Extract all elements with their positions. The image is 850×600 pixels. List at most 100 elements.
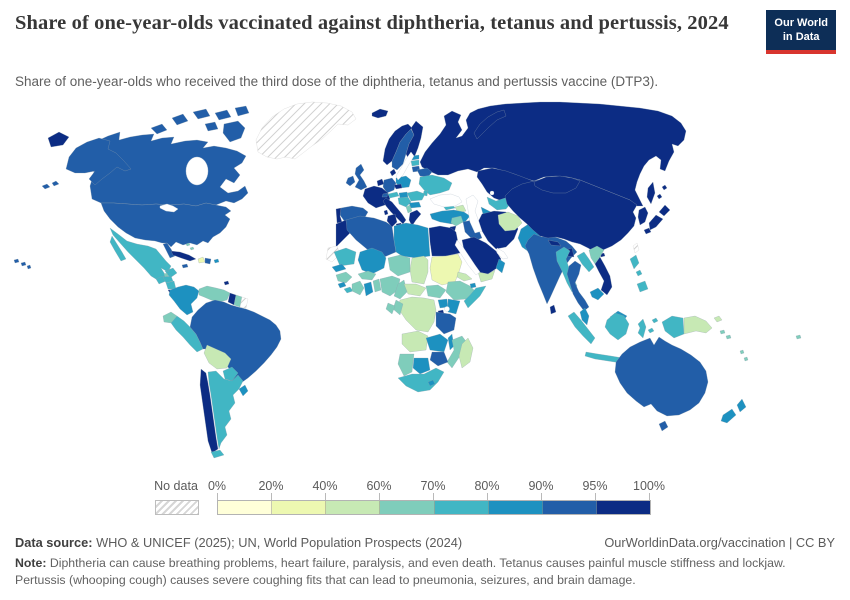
country-vanuatu[interactable] [739,349,749,362]
country-argentina[interactable] [207,370,244,459]
country-cameroon[interactable] [393,279,408,300]
legend-bin[interactable] [596,501,650,514]
country-trinidad-and-tobago[interactable] [223,280,230,286]
country-usa[interactable] [100,202,232,248]
country-venezuela[interactable] [198,285,231,303]
country-botswana[interactable] [412,357,431,375]
country-djibouti[interactable] [469,282,477,289]
country-bulgaria[interactable] [408,201,422,209]
legend-no-data-swatch[interactable] [155,500,199,515]
country-mongolia[interactable] [533,175,581,194]
country-greece[interactable] [408,209,422,227]
country-guinea[interactable] [335,271,353,284]
country-kenya[interactable] [447,298,461,315]
country-solomon-islands[interactable] [719,329,732,340]
country-russia[interactable] [656,184,668,200]
country-portugal[interactable] [335,207,343,224]
country-greenland[interactable] [255,101,357,160]
country-cuba[interactable] [170,250,197,262]
country-afghanistan[interactable] [497,211,523,232]
country-tanzania[interactable] [435,311,457,335]
country-usa[interactable] [162,242,176,259]
country-chad[interactable] [409,255,429,285]
country-liberia[interactable] [343,286,354,294]
country-czechia[interactable] [393,183,403,190]
country-bahamas[interactable] [185,242,195,251]
country-nepal[interactable] [547,239,562,247]
country-sudan[interactable] [429,253,463,286]
country-namibia[interactable] [397,353,415,377]
country-russia[interactable] [47,131,70,148]
legend-bin[interactable] [488,501,543,514]
owid-link[interactable]: OurWorldinData.org/vaccination | CC BY [604,535,835,550]
country-russia[interactable] [646,181,656,205]
legend-bin[interactable] [542,501,597,514]
country-drc[interactable] [397,296,437,333]
country-ireland[interactable] [345,175,356,187]
country-lesotho[interactable] [427,379,436,387]
country-austria[interactable] [387,191,400,199]
country-oman[interactable] [495,258,506,274]
country-jamaica[interactable] [181,263,189,269]
country-japan[interactable] [643,204,671,235]
country-denmark[interactable] [389,168,397,177]
country-benin-togo[interactable] [372,278,382,293]
country-serbia[interactable] [397,196,412,208]
country-south-sudan[interactable] [425,284,447,299]
country-australia[interactable] [614,336,709,432]
country-french-guiana[interactable] [239,296,249,309]
country-somalia[interactable] [463,285,487,309]
country-central-african-republic[interactable] [403,283,427,297]
legend-bin[interactable] [272,501,327,514]
country-thailand[interactable] [566,260,590,312]
country-haiti[interactable] [197,256,206,264]
country-niger[interactable] [387,254,411,277]
country-usa[interactable] [65,137,132,186]
country-germany[interactable] [382,177,397,194]
country-zimbabwe[interactable] [429,351,449,367]
legend-bin[interactable] [326,501,381,514]
country-latvia[interactable] [410,159,420,167]
country-philippines[interactable] [629,254,649,293]
country-ghana[interactable] [363,281,374,297]
country-switzerland[interactable] [381,192,389,198]
country-uruguay[interactable] [238,384,249,397]
owid-logo[interactable]: Our World in Data [766,10,836,54]
legend-bin[interactable] [434,501,489,514]
country-united-kingdom[interactable] [354,163,368,191]
country-mali[interactable] [357,247,387,275]
country-laos[interactable] [576,251,595,273]
country-zambia[interactable] [425,333,449,353]
country-iceland[interactable] [371,108,389,119]
country-western-sahara[interactable] [325,245,341,263]
country-senegal[interactable] [331,263,347,273]
country-bolivia[interactable] [203,344,232,370]
country-netherlands[interactable] [376,178,385,187]
country-papua-new-guinea[interactable] [683,315,723,335]
country-fiji[interactable] [795,334,802,340]
country-yemen[interactable] [477,269,496,283]
country-korea[interactable] [637,206,649,226]
country-usa[interactable] [13,180,60,270]
country-paraguay[interactable] [222,366,239,382]
country-egypt[interactable] [428,225,461,257]
country-syria[interactable] [450,215,464,227]
country-chile[interactable] [199,368,219,454]
country-mexico[interactable] [109,227,178,282]
country-sri-lanka[interactable] [549,304,557,315]
country-brazil[interactable] [189,299,282,387]
country-belarus[interactable] [416,167,433,178]
country-sierra-leone[interactable] [337,281,347,289]
country-eritrea[interactable] [456,271,473,282]
country-ivory-coast[interactable] [351,280,365,296]
country-taiwan[interactable] [632,242,640,254]
country-italy[interactable] [382,197,407,228]
country-south-africa[interactable] [397,367,445,393]
legend-bin[interactable] [218,501,273,514]
country-cambodia[interactable] [589,287,605,301]
country-new-zealand[interactable] [720,398,747,424]
country-libya[interactable] [393,222,431,259]
country-gabon[interactable] [385,302,396,315]
country-mauritania[interactable] [333,247,357,267]
country-tunisia[interactable] [386,213,398,228]
